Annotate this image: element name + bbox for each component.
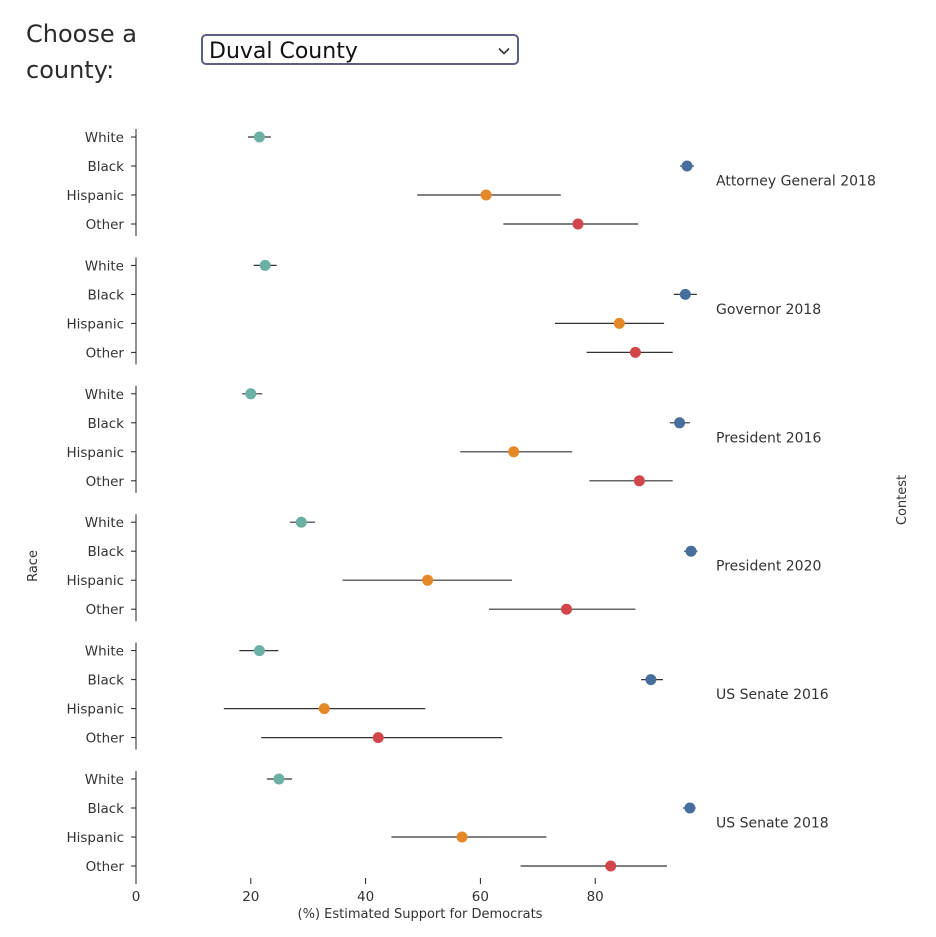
y-tick-label: Black	[87, 801, 124, 817]
data-point	[245, 388, 257, 400]
y-tick-label: White	[85, 387, 124, 403]
y-tick-label: White	[85, 515, 124, 531]
data-point	[685, 545, 697, 557]
y-tick-label: Other	[86, 474, 125, 490]
y-tick-label: Hispanic	[66, 316, 124, 332]
x-tick-label: 60	[472, 889, 489, 905]
x-tick-label: 40	[357, 889, 374, 905]
x-axis-title: (%) Estimated Support for Democrats	[298, 907, 543, 922]
contest-label: Governor 2018	[716, 302, 821, 318]
data-point	[633, 475, 645, 487]
y-tick-label: Black	[87, 673, 124, 689]
contest-label: President 2020	[716, 559, 821, 575]
x-tick-label: 0	[132, 889, 141, 905]
facet-axis-title: Contest	[895, 475, 910, 525]
contest-label: US Senate 2018	[716, 816, 829, 832]
y-axis-title: Race	[26, 550, 41, 582]
y-tick-label: Hispanic	[66, 573, 124, 589]
data-point	[253, 131, 265, 143]
data-point	[273, 773, 285, 785]
y-tick-label: White	[85, 644, 124, 660]
data-point	[629, 346, 641, 358]
data-point	[684, 802, 696, 814]
data-point	[572, 218, 584, 230]
y-tick-label: White	[85, 772, 124, 788]
y-tick-label: Other	[86, 859, 125, 875]
data-point	[259, 259, 271, 271]
data-point	[318, 703, 330, 715]
county-selector-label: Choose a county:	[26, 20, 137, 84]
data-point	[679, 288, 691, 300]
y-tick-label: Black	[87, 544, 124, 560]
y-tick-label: Hispanic	[66, 702, 124, 718]
y-tick-label: Hispanic	[66, 188, 124, 204]
data-point	[613, 317, 625, 329]
y-tick-label: White	[85, 258, 124, 274]
data-point	[372, 732, 384, 744]
y-tick-label: Black	[87, 287, 124, 303]
data-point	[295, 516, 307, 528]
data-point	[605, 860, 617, 872]
y-tick-label: Other	[86, 731, 125, 747]
data-point	[674, 417, 686, 429]
y-tick-label: Black	[87, 416, 124, 432]
x-tick-label: 20	[242, 889, 259, 905]
y-tick-label: Black	[87, 159, 124, 175]
data-point	[561, 603, 572, 615]
y-tick-label: Other	[86, 217, 125, 233]
data-point	[480, 189, 492, 201]
contest-label: US Senate 2016	[716, 687, 829, 703]
data-point	[422, 574, 434, 586]
county-select-value: Duval County	[209, 39, 358, 64]
chevron-down-icon	[498, 47, 510, 55]
contest-label: Attorney General 2018	[716, 174, 876, 190]
contest-label: President 2016	[716, 430, 821, 446]
county-select[interactable]: Duval County	[201, 34, 519, 65]
y-tick-label: White	[85, 130, 124, 146]
data-point	[508, 446, 520, 458]
data-point	[681, 160, 693, 172]
y-tick-label: Hispanic	[66, 445, 124, 461]
y-tick-label: Other	[86, 602, 125, 618]
data-point	[253, 645, 265, 657]
y-tick-label: Other	[86, 345, 125, 361]
y-tick-label: Hispanic	[66, 830, 124, 846]
data-point	[456, 831, 468, 843]
x-tick-label: 80	[587, 889, 604, 905]
data-point	[645, 674, 657, 686]
